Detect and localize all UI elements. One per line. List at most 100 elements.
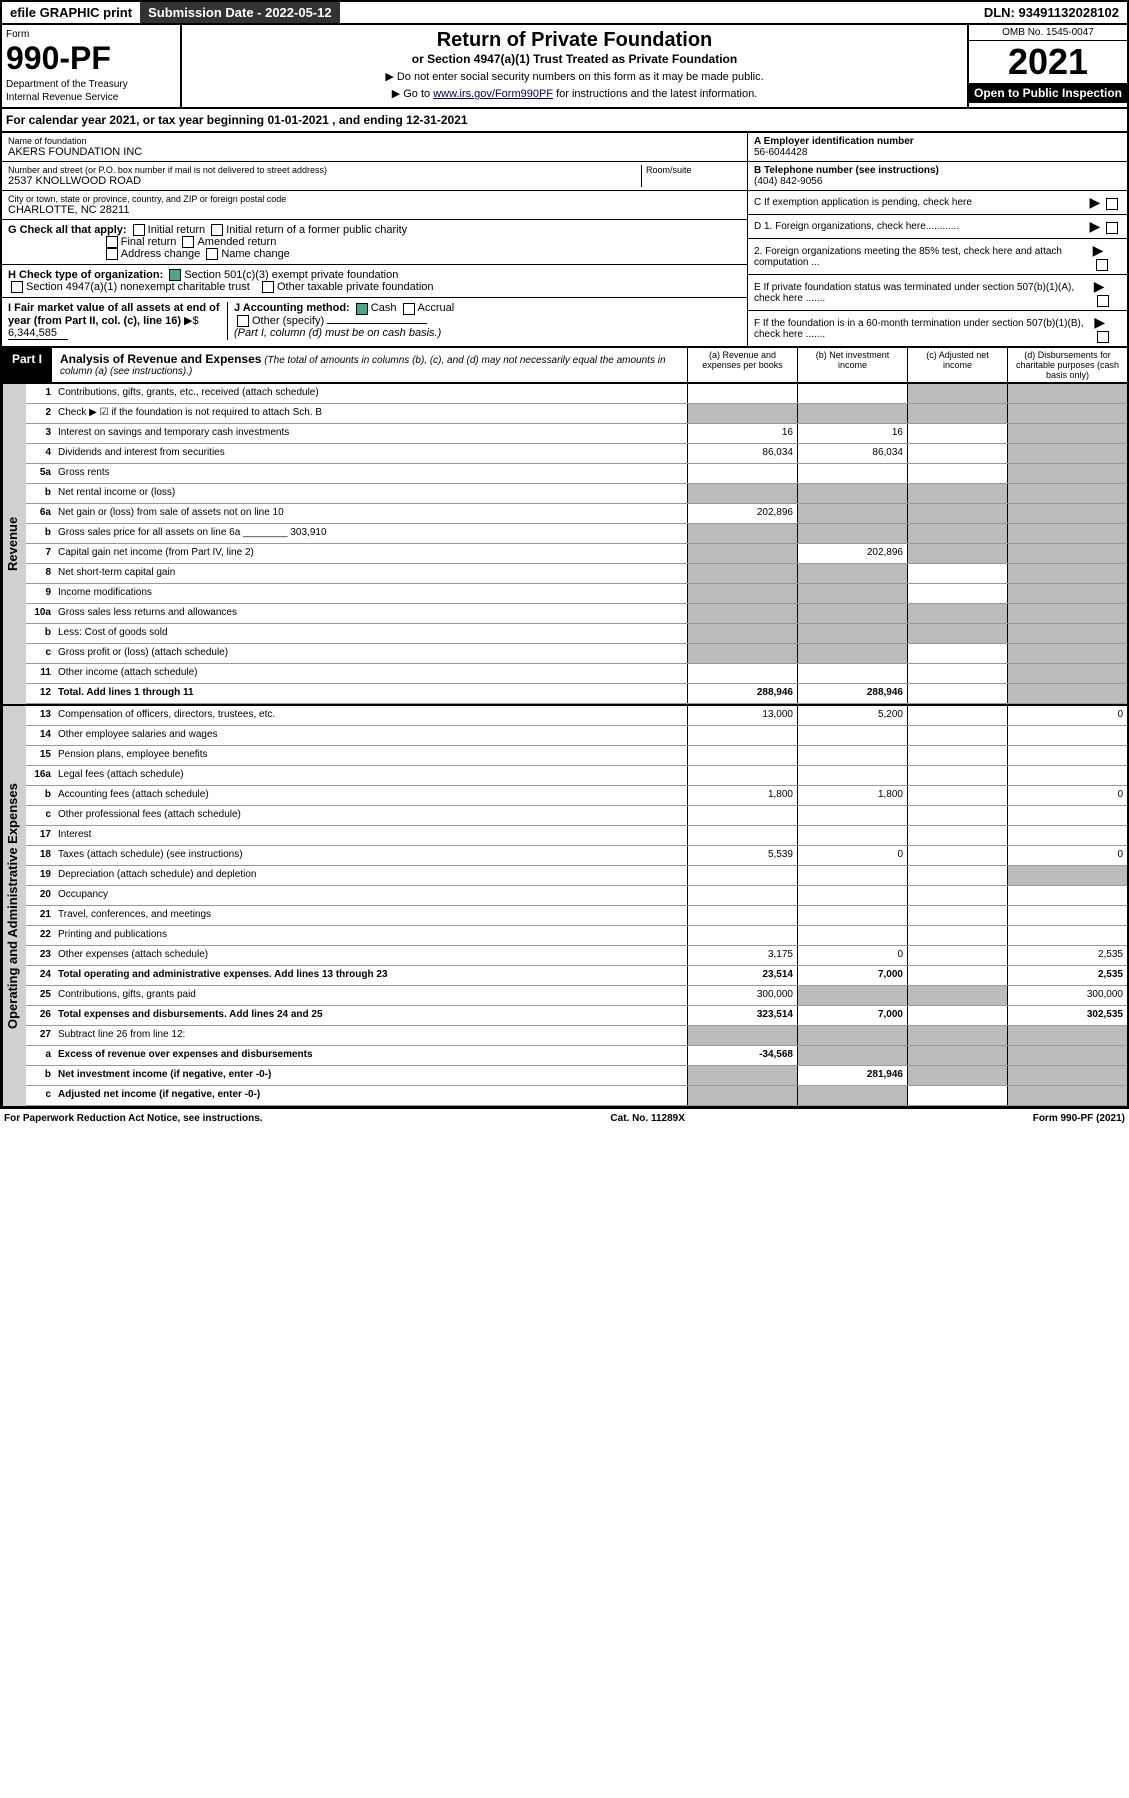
- row-cell: [907, 946, 1007, 965]
- table-row: 16aLegal fees (attach schedule): [26, 766, 1127, 786]
- row-number: b: [26, 484, 54, 503]
- row-number: 4: [26, 444, 54, 463]
- row-cell: 323,514: [687, 1006, 797, 1025]
- irs-link[interactable]: www.irs.gov/Form990PF: [433, 88, 553, 100]
- row-cell: [907, 726, 1007, 745]
- row-cell: [907, 786, 1007, 805]
- row-cell: [907, 986, 1007, 1005]
- table-row: 26Total expenses and disbursements. Add …: [26, 1006, 1127, 1026]
- row-cell: [797, 906, 907, 925]
- row-description: Gross sales price for all assets on line…: [54, 524, 687, 543]
- row-cell: [687, 726, 797, 745]
- row-cell: 16: [687, 424, 797, 443]
- row-cell: [1007, 384, 1127, 403]
- cash-checkbox[interactable]: [356, 303, 368, 315]
- row-description: Less: Cost of goods sold: [54, 624, 687, 643]
- table-row: bNet investment income (if negative, ent…: [26, 1066, 1127, 1086]
- row-cell: [907, 1086, 1007, 1105]
- row-cell: [797, 484, 907, 503]
- other-method-checkbox[interactable]: [237, 315, 249, 327]
- row-cell: [797, 926, 907, 945]
- row-cell: [907, 424, 1007, 443]
- table-row: bAccounting fees (attach schedule)1,8001…: [26, 786, 1127, 806]
- row-description: Other employee salaries and wages: [54, 726, 687, 745]
- row-number: a: [26, 1046, 54, 1065]
- row-cell: [797, 464, 907, 483]
- row-cell: [687, 404, 797, 423]
- row-number: 11: [26, 664, 54, 683]
- note-link: ▶ Go to www.irs.gov/Form990PF for instru…: [186, 87, 963, 100]
- i-j-row: I Fair market value of all assets at end…: [2, 298, 747, 344]
- row-cell: [797, 664, 907, 683]
- table-row: 22Printing and publications: [26, 926, 1127, 946]
- table-row: 4Dividends and interest from securities8…: [26, 444, 1127, 464]
- row-cell: [1007, 624, 1127, 643]
- row-cell: 1,800: [797, 786, 907, 805]
- row-cell: [797, 746, 907, 765]
- page-footer: For Paperwork Reduction Act Notice, see …: [0, 1108, 1129, 1128]
- foreign-org-checkbox[interactable]: [1106, 222, 1118, 234]
- row-cell: [1007, 684, 1127, 703]
- row-cell: 3,175: [687, 946, 797, 965]
- row-cell: [907, 846, 1007, 865]
- table-row: cAdjusted net income (if negative, enter…: [26, 1086, 1127, 1106]
- row-cell: [907, 604, 1007, 623]
- other-taxable-checkbox[interactable]: [262, 281, 274, 293]
- row-description: Total operating and administrative expen…: [54, 966, 687, 985]
- row-cell: [1007, 424, 1127, 443]
- row-cell: 5,539: [687, 846, 797, 865]
- revenue-table: Revenue 1Contributions, gifts, grants, e…: [0, 384, 1129, 706]
- tax-year: 2021: [969, 41, 1127, 83]
- 60-month-checkbox[interactable]: [1097, 331, 1109, 343]
- table-row: 23Other expenses (attach schedule)3,1750…: [26, 946, 1127, 966]
- exemption-pending-checkbox[interactable]: [1106, 198, 1118, 210]
- table-row: 20Occupancy: [26, 886, 1127, 906]
- foreign-85-checkbox[interactable]: [1096, 259, 1108, 271]
- initial-return-checkbox[interactable]: [133, 224, 145, 236]
- row-number: 15: [26, 746, 54, 765]
- table-row: 15Pension plans, employee benefits: [26, 746, 1127, 766]
- row-description: Net gain or (loss) from sale of assets n…: [54, 504, 687, 523]
- row-cell: [1007, 664, 1127, 683]
- expenses-body: 13Compensation of officers, directors, t…: [26, 706, 1127, 1106]
- row-cell: [687, 564, 797, 583]
- accrual-checkbox[interactable]: [403, 303, 415, 315]
- efile-label[interactable]: efile GRAPHIC print: [2, 2, 140, 23]
- info-section: Name of foundation AKERS FOUNDATION INC …: [0, 133, 1129, 348]
- expenses-table: Operating and Administrative Expenses 13…: [0, 706, 1129, 1108]
- 4947-checkbox[interactable]: [11, 281, 23, 293]
- note-ssn: ▶ Do not enter social security numbers o…: [186, 70, 963, 83]
- final-return-checkbox[interactable]: [106, 236, 118, 248]
- initial-former-checkbox[interactable]: [211, 224, 223, 236]
- address-change-checkbox[interactable]: [106, 248, 118, 260]
- year-box: OMB No. 1545-0047 2021 Open to Public In…: [967, 25, 1127, 107]
- row-description: Dividends and interest from securities: [54, 444, 687, 463]
- submission-date: Submission Date - 2022-05-12: [140, 2, 340, 23]
- row-cell: [907, 444, 1007, 463]
- row-cell: [1007, 1026, 1127, 1045]
- dept-irs: Internal Revenue Service: [6, 92, 176, 103]
- row-number: b: [26, 1066, 54, 1085]
- row-cell: [797, 986, 907, 1005]
- e-cell: E If private foundation status was termi…: [748, 275, 1127, 311]
- status-terminated-checkbox[interactable]: [1097, 295, 1109, 307]
- row-cell: 2,535: [1007, 946, 1127, 965]
- phone-cell: B Telephone number (see instructions) (4…: [748, 162, 1127, 191]
- row-cell: [1007, 906, 1127, 925]
- row-cell: [1007, 644, 1127, 663]
- info-right: A Employer identification number 56-6044…: [747, 133, 1127, 346]
- row-cell: [1007, 866, 1127, 885]
- row-cell: [907, 504, 1007, 523]
- row-cell: [907, 806, 1007, 825]
- row-cell: [797, 644, 907, 663]
- row-number: c: [26, 806, 54, 825]
- row-cell: [687, 484, 797, 503]
- dept-treasury: Department of the Treasury: [6, 79, 176, 90]
- row-cell: [1007, 806, 1127, 825]
- 501c3-checkbox[interactable]: [169, 269, 181, 281]
- h-check-row: H Check type of organization: Section 50…: [2, 265, 747, 298]
- name-change-checkbox[interactable]: [206, 248, 218, 260]
- amended-return-checkbox[interactable]: [182, 236, 194, 248]
- row-cell: [797, 604, 907, 623]
- revenue-side-label: Revenue: [2, 384, 26, 704]
